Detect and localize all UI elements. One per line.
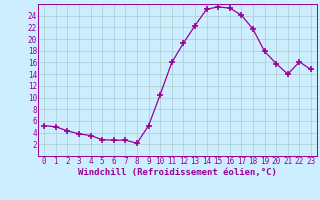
X-axis label: Windchill (Refroidissement éolien,°C): Windchill (Refroidissement éolien,°C) [78,168,277,177]
